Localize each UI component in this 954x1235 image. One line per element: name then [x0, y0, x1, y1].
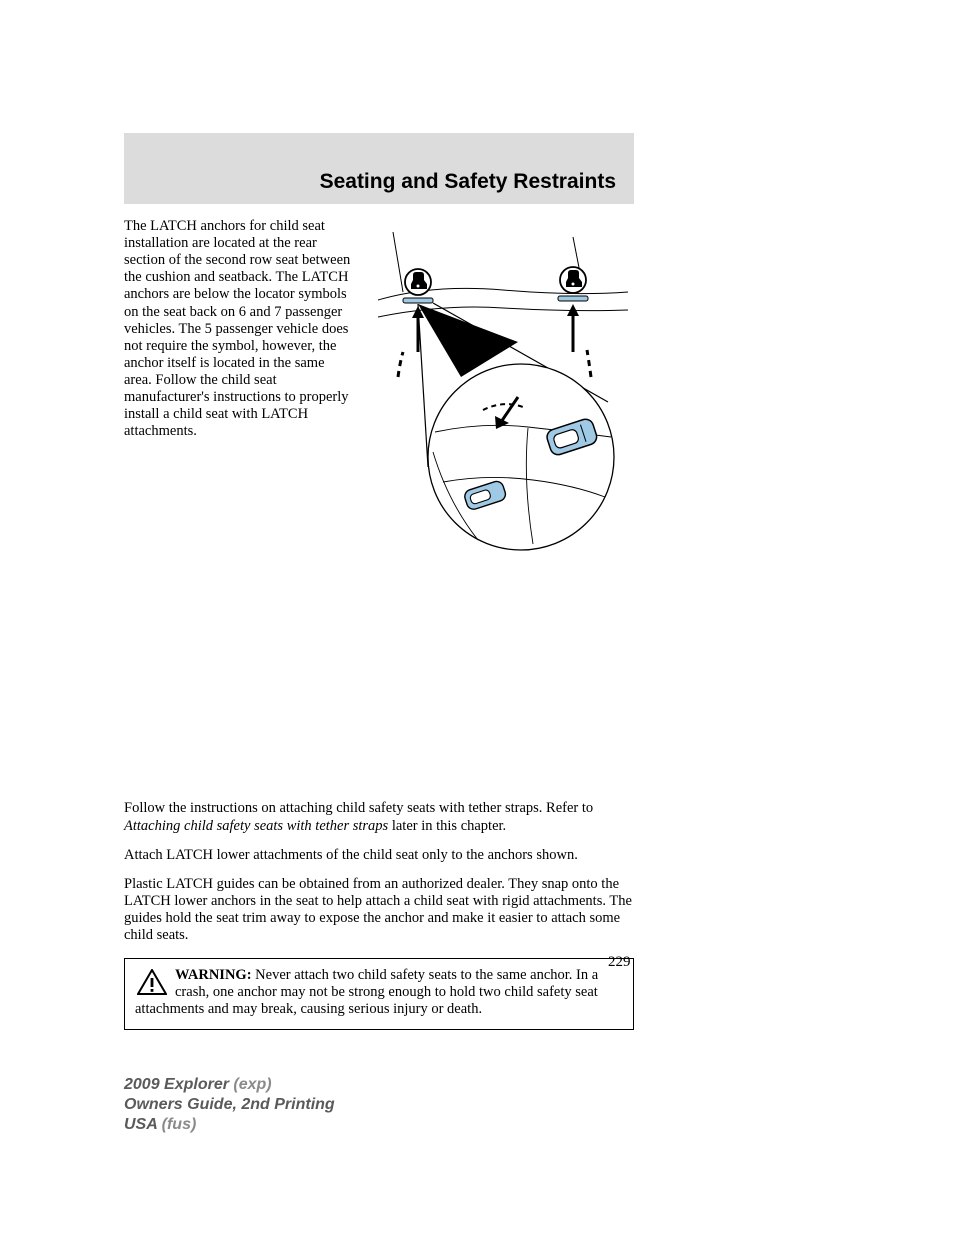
- latch-symbol-right-icon: [558, 267, 588, 301]
- warning-box: WARNING: Never attach two child safety s…: [124, 958, 634, 1029]
- footer-block: 2009 Explorer (exp) Owners Guide, 2nd Pr…: [124, 1075, 335, 1135]
- para2-pre: Follow the instructions on attaching chi…: [124, 800, 593, 816]
- tether-reference-paragraph: Follow the instructions on attaching chi…: [124, 800, 634, 834]
- magnifier-circle-icon: [428, 364, 614, 550]
- footer-line-3: USA (fus): [124, 1115, 335, 1135]
- lower-text-block: Follow the instructions on attaching chi…: [124, 800, 634, 1029]
- intro-paragraph: The LATCH anchors for child seat install…: [124, 218, 354, 440]
- para2-post: later in this chapter.: [388, 818, 506, 834]
- warning-label: WARNING:: [175, 967, 252, 983]
- footer-line-1: 2009 Explorer (exp): [124, 1075, 335, 1095]
- latch-guides-paragraph: Plastic LATCH guides can be obtained fro…: [124, 876, 634, 944]
- warning-triangle-icon: [137, 969, 167, 995]
- latch-anchor-diagram: [373, 222, 633, 552]
- section-header-band: Seating and Safety Restraints: [124, 133, 634, 204]
- attach-anchors-paragraph: Attach LATCH lower attachments of the ch…: [124, 847, 634, 864]
- para2-italic: Attaching child safety seats with tether…: [124, 818, 388, 834]
- page-number: 229: [608, 954, 631, 971]
- footer-line-2: Owners Guide, 2nd Printing: [124, 1095, 335, 1115]
- latch-symbol-left-icon: [403, 269, 433, 303]
- section-title: Seating and Safety Restraints: [320, 170, 616, 194]
- arrow-right-icon: [567, 304, 591, 377]
